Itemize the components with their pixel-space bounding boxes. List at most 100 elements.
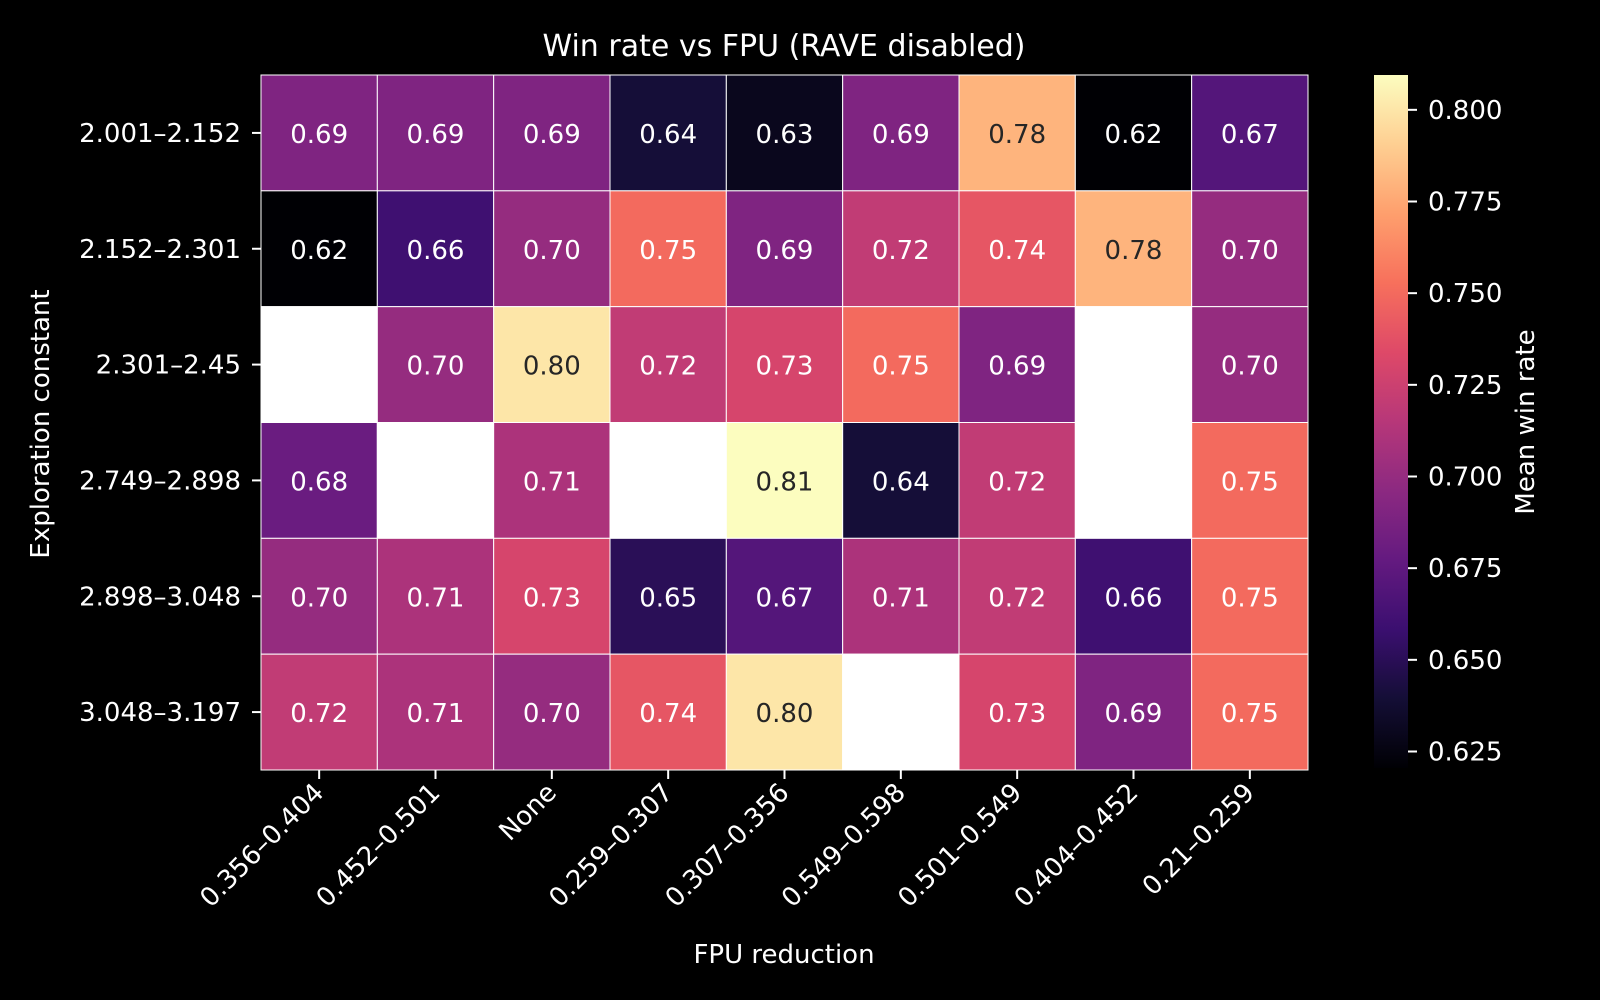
cell-value-label: 0.70	[290, 583, 348, 613]
heatmap-cell	[842, 306, 960, 423]
y-tick-label: 2.001–2.152	[79, 119, 241, 149]
cell-value-label: 0.75	[639, 236, 697, 266]
cell-value-label: 0.69	[290, 120, 348, 150]
cell-value-label: 0.74	[988, 236, 1046, 266]
colorbar-tick-label: 0.700	[1428, 463, 1502, 493]
cell-value-label: 0.70	[1221, 352, 1279, 382]
heatmap-cell	[493, 74, 611, 192]
heatmap-cell	[1191, 653, 1309, 771]
y-tick-label: 2.152–2.301	[79, 235, 241, 265]
cell-value-label: 0.66	[407, 236, 465, 266]
cell-value-label: 0.73	[756, 352, 814, 382]
cell-value-label: 0.71	[872, 583, 930, 613]
cell-value-label: 0.70	[523, 699, 581, 729]
cell-value-label: 0.62	[290, 236, 348, 266]
heatmap-cell	[260, 74, 378, 192]
x-tick-label: 0.404–0.452	[1009, 778, 1145, 914]
colorbar-tick-label: 0.675	[1428, 554, 1502, 584]
heatmap-cell	[842, 537, 960, 655]
x-tick-label: 0.501–0.549	[892, 778, 1028, 914]
cell-value-label: 0.71	[407, 583, 465, 613]
cell-value-label: 0.66	[1105, 583, 1163, 613]
cell-value-label: 0.75	[872, 352, 930, 382]
heatmap-cell	[725, 74, 844, 192]
heatmap-cell-empty	[1074, 306, 1193, 423]
y-axis: 2.001–2.152 2.152–2.301 2.301–2.45 2.749–2.…	[79, 119, 261, 728]
chart-title: Win rate vs FPU (RAVE disabled)	[542, 29, 1025, 64]
heatmap-cell	[376, 653, 495, 771]
cell-value-label: 0.64	[872, 467, 930, 497]
x-tick-label: 0.307–0.356	[660, 778, 796, 914]
cell-value-label: 0.73	[988, 699, 1046, 729]
heatmap-cell-empty	[260, 306, 378, 423]
cell-value-label: 0.72	[988, 467, 1046, 497]
cell-value-label: 0.65	[639, 583, 697, 613]
colorbar-tick-label: 0.725	[1428, 371, 1502, 401]
y-axis-label: Exploration constant	[26, 289, 56, 558]
heatmap-cell	[609, 74, 727, 192]
cell-value-label: 0.69	[988, 352, 1046, 382]
cell-value-label: 0.70	[1221, 236, 1279, 266]
colorbar-tick-label: 0.650	[1428, 646, 1502, 676]
cell-value-label: 0.69	[407, 120, 465, 150]
cell-value-label: 0.69	[872, 120, 930, 150]
x-axis-label: FPU reduction	[693, 940, 874, 970]
heatmap-cell	[1191, 306, 1309, 423]
heatmap-cell	[958, 190, 1076, 308]
cell-value-label: 0.72	[988, 583, 1046, 613]
heatmap-cell	[376, 74, 495, 192]
cell-value-label: 0.75	[1221, 467, 1279, 497]
heatmap-cell	[493, 653, 611, 771]
heatmap-cell	[958, 653, 1076, 771]
cell-value-label: 0.78	[1105, 236, 1163, 266]
heatmap-cell	[609, 306, 727, 423]
heatmap-cell-empty	[842, 653, 960, 771]
heatmap-cell	[493, 422, 611, 539]
heatmap-cell	[376, 306, 495, 423]
y-tick-label: 2.301–2.45	[96, 351, 241, 381]
cell-value-label: 0.74	[639, 699, 697, 729]
cell-value-label: 0.70	[407, 352, 465, 382]
heatmap-cell	[1191, 537, 1309, 655]
heatmap-cell	[842, 422, 960, 539]
colorbar-tick-label: 0.800	[1428, 96, 1502, 126]
cell-value-label: 0.62	[1105, 120, 1163, 150]
heatmap-cell	[609, 190, 727, 308]
cell-value-label: 0.81	[756, 467, 814, 497]
cell-value-label: 0.80	[756, 699, 814, 729]
colorbar-tick-label: 0.750	[1428, 279, 1502, 309]
heatmap-cell	[260, 190, 378, 308]
heatmap-cell	[725, 306, 844, 423]
x-tick-label: 0.356–0.404	[194, 778, 330, 914]
cell-value-label: 0.72	[639, 352, 697, 382]
heatmap-cell	[1191, 190, 1309, 308]
heatmap-cell	[725, 537, 844, 655]
cell-value-label: 0.69	[1105, 699, 1163, 729]
x-tick-label: 0.549–0.598	[776, 778, 912, 914]
cell-value-label: 0.73	[523, 583, 581, 613]
heatmap-cell	[725, 190, 844, 308]
heatmap-cell	[1191, 422, 1309, 539]
heatmap-cell-empty	[376, 422, 495, 539]
cell-value-label: 0.72	[872, 236, 930, 266]
heatmap-cells	[260, 74, 1309, 771]
cell-value-label: 0.69	[523, 120, 581, 150]
cell-value-label: 0.72	[290, 699, 348, 729]
colorbar-label: Mean win rate	[1511, 329, 1541, 514]
heatmap-cell	[725, 653, 844, 771]
colorbar-tick-label: 0.625	[1428, 738, 1502, 768]
heatmap-cell	[493, 306, 611, 423]
cell-value-label: 0.63	[756, 120, 814, 150]
heatmap-cell	[1074, 190, 1193, 308]
cell-value-label: 0.80	[523, 352, 581, 382]
colorbar	[1374, 75, 1408, 768]
x-tick-label: 0.259–0.307	[543, 778, 679, 914]
heatmap-cell-empty	[609, 422, 727, 539]
colorbar-ticks: 0.625 0.650 0.675 0.700 0.725 0.750 0.775 0.800	[1408, 96, 1502, 768]
heatmap-cell	[1074, 653, 1193, 771]
heatmap-cell	[725, 422, 844, 539]
heatmap-cell	[493, 190, 611, 308]
x-tick-label: 0.21–0.259	[1137, 778, 1261, 902]
